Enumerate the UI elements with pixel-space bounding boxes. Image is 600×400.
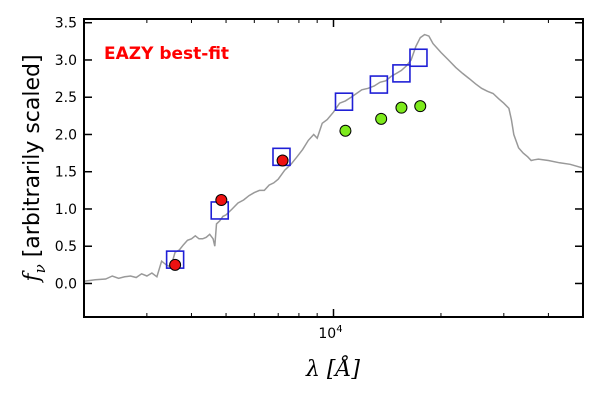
observed-point-green	[339, 124, 352, 137]
y-tick-label: 0.5	[55, 239, 77, 255]
observed-point-red	[215, 194, 228, 207]
x-axis-label: λ [Å]	[305, 354, 360, 382]
model-photometry-square	[369, 75, 389, 94]
model-photometry-square	[409, 48, 428, 68]
observed-point-green	[395, 101, 408, 114]
y-axis-label: fν [arbitrarily scaled]	[20, 54, 49, 283]
y-tick-label: 0.0	[55, 276, 77, 292]
template-spectrum-line	[84, 33, 583, 282]
y-tick-label: 2.5	[55, 90, 77, 106]
y-tick-label: 3.0	[55, 53, 77, 69]
svg-text:fν [arbitrarily scaled]: fν [arbitrarily scaled]	[20, 54, 49, 283]
observed-point-green	[414, 100, 427, 113]
y-tick-label: 3.5	[55, 16, 77, 32]
y-tick-label: 1.5	[55, 165, 77, 181]
plot-area	[84, 33, 583, 282]
annotation-label: EAZY best-fit	[104, 44, 229, 64]
model-photometry-square	[334, 92, 354, 111]
y-tick-label: 1.0	[55, 202, 77, 218]
y-label-nu: ν	[31, 264, 49, 273]
axis-ticks: 0.0 0.5 1.0 1.5 2.0 2.5 3.0 3.5 104	[55, 16, 583, 342]
y-label-text: [arbitrarily scaled]	[20, 54, 45, 264]
observed-point-green	[375, 112, 388, 125]
model-photometry-square	[392, 64, 411, 83]
axes-frame	[83, 18, 584, 318]
observed-point-red	[276, 154, 289, 167]
x-tick-label: 104	[318, 324, 342, 342]
observed-point-red	[169, 258, 182, 271]
y-tick-label: 2.0	[55, 127, 77, 143]
